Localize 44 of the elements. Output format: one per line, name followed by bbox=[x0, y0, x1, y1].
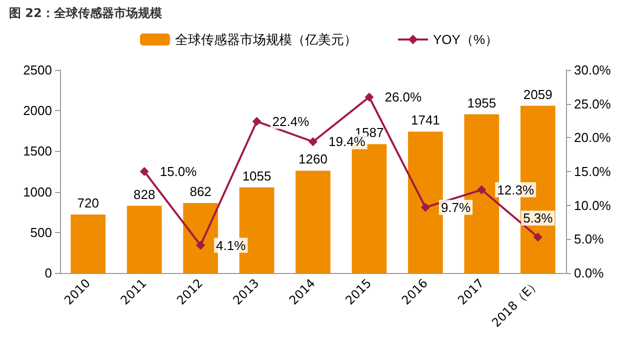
y2-tick-label: 0.0% bbox=[574, 266, 604, 280]
point bbox=[308, 137, 318, 146]
point bbox=[196, 240, 206, 250]
y-tick-label: 2000 bbox=[23, 103, 52, 118]
point bbox=[364, 92, 374, 102]
bar bbox=[408, 132, 443, 273]
data-label: 22.4% bbox=[272, 114, 310, 129]
legend-label: 全球传感器市场规模（亿美元） bbox=[174, 32, 357, 47]
data-label: 26.0% bbox=[384, 90, 422, 105]
point bbox=[533, 232, 542, 242]
y-tick-label: 500 bbox=[30, 224, 52, 240]
data-label: 4.1% bbox=[216, 238, 246, 253]
data-label: 2059 bbox=[523, 86, 552, 102]
bar bbox=[183, 203, 218, 273]
y-tick-label: 1000 bbox=[23, 184, 52, 200]
y2-tick-label: 25.0% bbox=[574, 96, 612, 112]
data-label: 828 bbox=[133, 186, 156, 202]
data-label: 12.3% bbox=[497, 182, 534, 198]
data-label: 9.7% bbox=[440, 200, 472, 215]
data-label: 1955 bbox=[467, 95, 496, 110]
y2-tick-label: 5.0% bbox=[574, 232, 604, 247]
data-label: 5.3% bbox=[523, 210, 554, 226]
legend-label: YOY（%） bbox=[432, 32, 498, 47]
y2-tick-label: 30.0% bbox=[574, 62, 612, 78]
point bbox=[477, 185, 486, 194]
data-label: 1055 bbox=[242, 168, 272, 184]
point bbox=[252, 116, 262, 126]
data-label: 720 bbox=[77, 196, 99, 211]
bar bbox=[126, 206, 162, 273]
data-label: 15.0% bbox=[160, 164, 198, 179]
y-tick-label: 2500 bbox=[23, 62, 52, 78]
data-label: 1260 bbox=[298, 152, 328, 167]
y-tick-label: 0 bbox=[44, 266, 52, 280]
point bbox=[420, 202, 430, 212]
y2-tick-label: 20.0% bbox=[574, 130, 612, 146]
y-tick-label: 1500 bbox=[23, 144, 52, 159]
data-label: 862 bbox=[190, 184, 212, 200]
data-label: 1741 bbox=[410, 112, 440, 128]
point bbox=[140, 167, 149, 176]
bar bbox=[70, 214, 106, 273]
y2-tick-label: 10.0% bbox=[574, 198, 612, 213]
chart-title: 图 22：全球传感器市场规模 bbox=[9, 6, 162, 20]
y2-tick-label: 15.0% bbox=[574, 164, 612, 179]
bar bbox=[296, 170, 330, 273]
